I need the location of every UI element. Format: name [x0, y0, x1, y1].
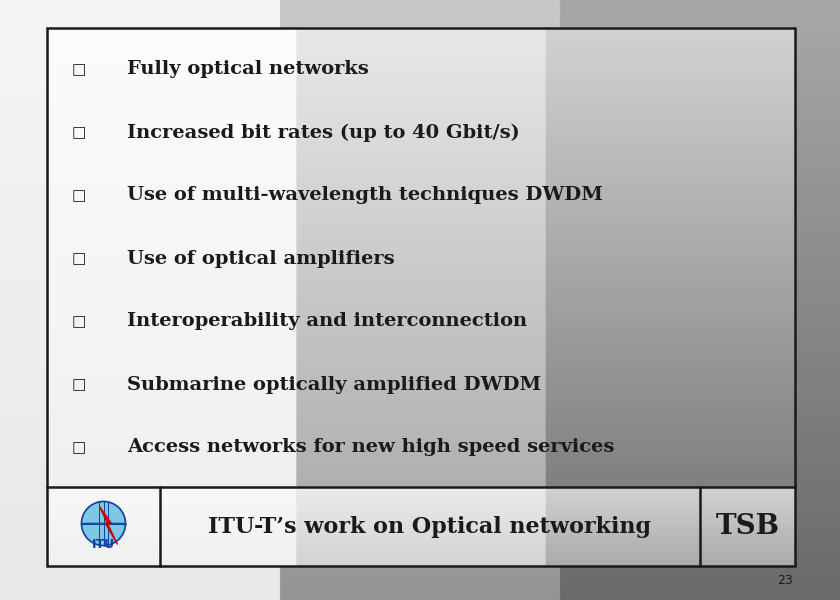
Text: Fully optical networks: Fully optical networks	[127, 61, 369, 79]
Text: □: □	[71, 62, 87, 77]
Polygon shape	[99, 506, 118, 545]
Text: Interoperability and interconnection: Interoperability and interconnection	[127, 313, 528, 331]
Text: □: □	[71, 125, 87, 140]
Text: 23: 23	[777, 574, 793, 587]
Text: □: □	[71, 440, 87, 455]
Circle shape	[81, 502, 125, 545]
Text: TSB: TSB	[716, 513, 780, 540]
Text: □: □	[71, 314, 87, 329]
Text: Submarine optically amplified DWDM: Submarine optically amplified DWDM	[127, 376, 541, 394]
Bar	[47, 28, 795, 566]
Text: □: □	[71, 251, 87, 266]
Text: Use of multi-wavelength techniques DWDM: Use of multi-wavelength techniques DWDM	[127, 187, 603, 205]
Text: □: □	[71, 188, 87, 203]
Text: Access networks for new high speed services: Access networks for new high speed servi…	[127, 439, 614, 457]
Text: Increased bit rates (up to 40 Gbit/s): Increased bit rates (up to 40 Gbit/s)	[127, 124, 520, 142]
Text: Use of optical amplifiers: Use of optical amplifiers	[127, 250, 395, 268]
Text: ITU: ITU	[92, 538, 115, 551]
Text: □: □	[71, 377, 87, 392]
Text: ITU-T’s work on Optical networking: ITU-T’s work on Optical networking	[208, 515, 652, 538]
